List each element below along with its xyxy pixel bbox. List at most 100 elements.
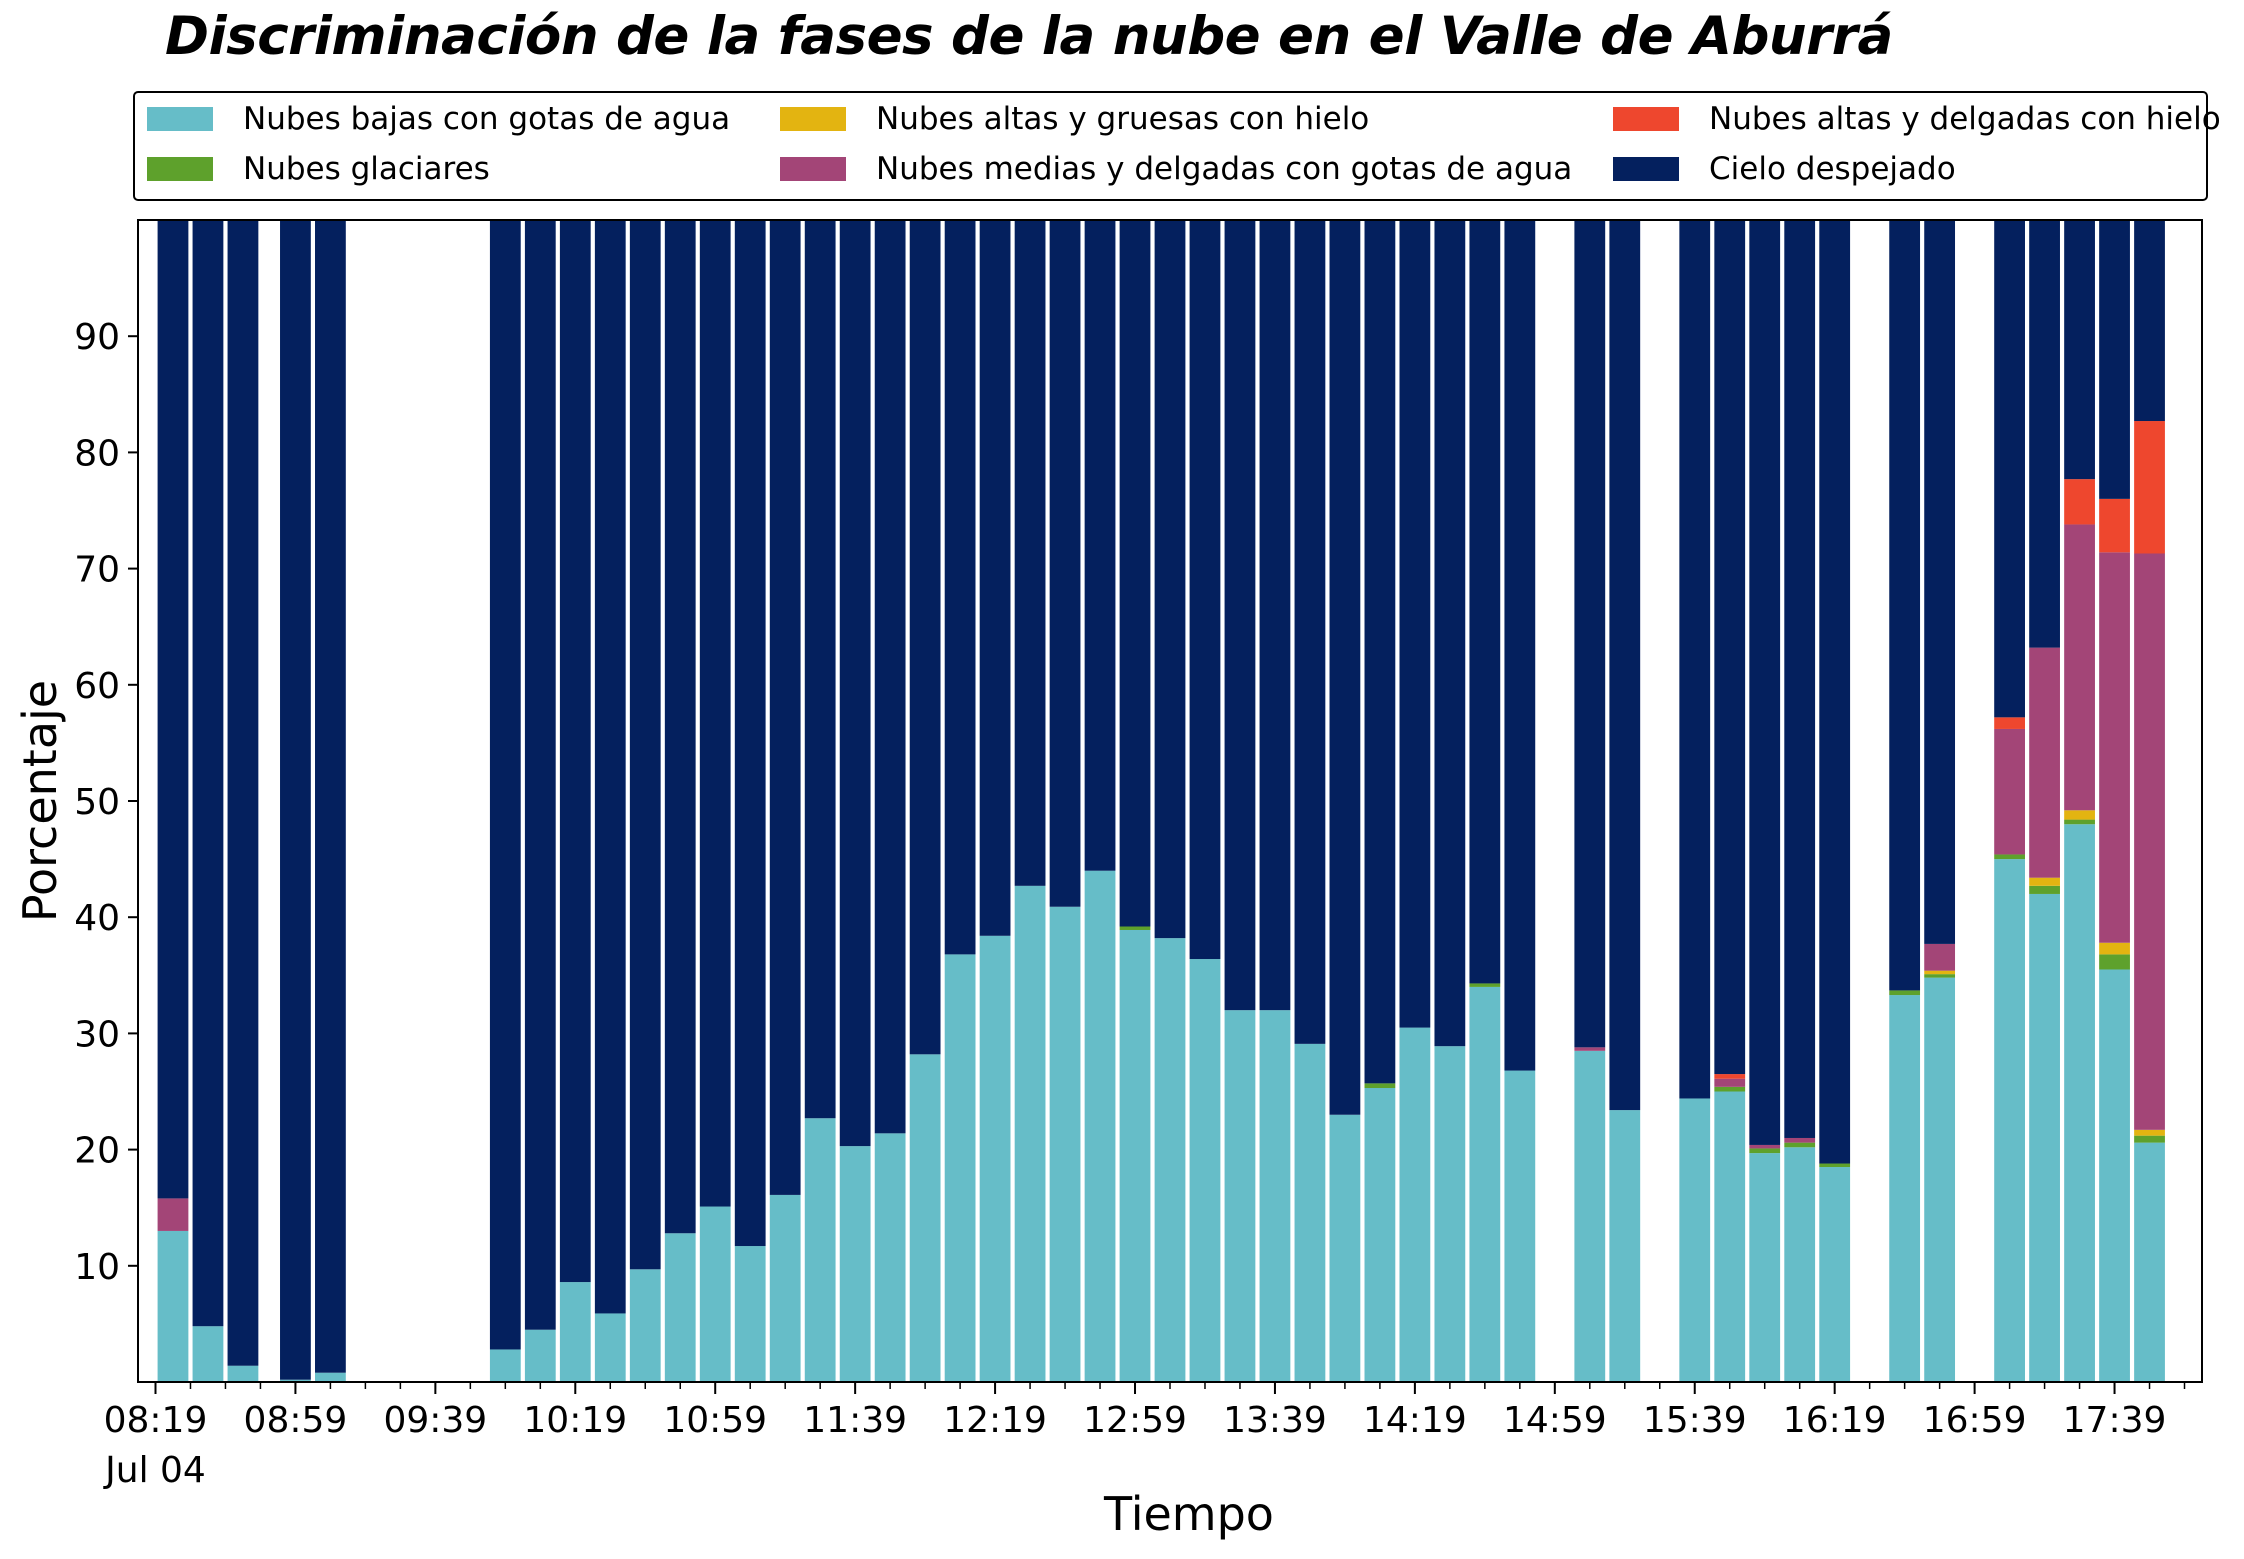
legend-item-low-water-clouds: Nubes bajas con gotas de agua [147,101,730,137]
bar-segment [2134,553,2165,1130]
bar-segment [1889,990,1921,996]
bar-segment [2029,893,2060,1382]
bar-segment [559,1282,591,1382]
bar-segment [1224,220,1256,1011]
bar-segment [280,220,311,1380]
x-tick-label: 11:39 [803,1400,907,1441]
bar-segment [1574,220,1606,1048]
bar-segment [1924,220,1956,944]
bar-segment [524,220,556,1330]
bar-segment [2064,819,2095,825]
legend-item-glacier-clouds: Nubes glaciares [147,151,490,187]
bar-segment [594,1313,626,1382]
bar-segment [157,1230,189,1382]
bar-segment [664,1233,696,1382]
bar-segment [1364,220,1396,1084]
bar-segment [944,220,976,955]
bar-segment [1364,1083,1396,1089]
bar-segment [1994,859,2025,1382]
bar-segment [1119,220,1151,927]
bar-segment [1819,1163,1851,1168]
x-tick-label: 16:59 [1923,1400,2027,1441]
y-tick-label: 40 [74,898,120,939]
x-tick-label: 10:19 [523,1400,627,1441]
bar-segment [1714,220,1746,1075]
bar-segment [839,1146,871,1382]
bar-segment [280,1379,311,1382]
bar-segment [769,1194,801,1382]
bar-segment [1819,1167,1851,1382]
x-tick-label: 12:19 [943,1400,1047,1441]
bar-segment [227,220,259,1366]
bar-segment [804,1118,836,1382]
x-tick-label: 09:39 [383,1400,487,1441]
bar-segment [1434,220,1466,1047]
bar-segment [157,1198,189,1231]
bar-segment [2099,220,2130,499]
bar-segment [315,1372,346,1382]
x-tick-label: 08:19 [104,1400,208,1441]
bar-segment [1994,728,2025,855]
legend-swatch [1613,157,1679,181]
bar-segment [1609,220,1641,1111]
bar-segment [1084,220,1116,871]
legend-label: Nubes bajas con gotas de agua [243,101,731,137]
bar-segment [1679,1098,1711,1382]
bar-segment [1784,1142,1816,1148]
x-tick-label: 14:19 [1363,1400,1467,1441]
bar-segment [629,220,661,1270]
bar-segment [1119,926,1151,930]
bar-segment [1889,220,1921,991]
bar-segment [1469,983,1501,987]
x-tick-label: 14:59 [1503,1400,1607,1441]
axes-layer: 10 20 30 40 50 60 70 80 90 08:19 08:59 09:39 10:19 10… [74,317,2186,1491]
bar-segment [2029,885,2060,894]
y-tick-label: 70 [74,550,120,591]
x-tick-label: 13:39 [1223,1400,1327,1441]
bar-segment [1679,220,1711,1099]
bar-segment [1154,938,1186,1382]
bar-segment [2134,1135,2165,1143]
bar-segment [874,1133,906,1382]
bar-segment [2029,647,2060,878]
bar-segment [1504,220,1536,1071]
y-tick-label: 90 [74,317,120,358]
x-tick-label: 10:59 [663,1400,767,1441]
bar-segment [315,220,346,1373]
bar-segment [699,220,731,1207]
bar-segment [2134,1142,2165,1382]
legend-label: Nubes altas y gruesas con hielo [876,101,1370,137]
bar-segment [1154,220,1186,939]
bar-segment [559,220,591,1283]
x-tick-label: 17:39 [2063,1400,2167,1441]
bar-segment [839,220,871,1147]
x-tick-label: 16:19 [1783,1400,1887,1441]
bar-segment [594,220,626,1314]
bar-segment [1714,1086,1746,1092]
legend-swatch [1613,107,1679,131]
bar-segment [192,220,224,1327]
legend-item-clear-sky: Cielo despejado [1613,151,1956,187]
bar-segment [734,220,766,1247]
bar-segment [629,1269,661,1382]
legend-label: Nubes altas y delgadas con hielo [1709,101,2221,137]
bar-segment [1014,220,1046,886]
bar-segment [1784,220,1816,1138]
legend-item-high-thick-ice-clouds: Nubes altas y gruesas con hielo [780,101,1369,137]
bar-segment [192,1326,224,1382]
legend-item-high-thin-ice-clouds: Nubes altas y delgadas con hielo [1613,101,2221,137]
legend-swatch [780,157,846,181]
bar-segment [979,220,1011,936]
legend-item-mid-thin-water-clouds: Nubes medias y delgadas con gotas de agu… [780,151,1572,187]
bar-segment [1784,1147,1816,1382]
bar-segment [2029,220,2060,648]
legend: Nubes bajas con gotas de agua Nubes glac… [133,91,2221,201]
bar-segment [1574,1050,1606,1382]
bar-segment [1259,1010,1291,1382]
bars-layer [157,220,2165,1382]
y-tick-label: 80 [74,433,120,474]
x-tick-label: 12:59 [1083,1400,1187,1441]
bar-segment [2099,942,2130,955]
bar-segment [1889,995,1921,1382]
legend-label: Cielo despejado [1709,151,1956,187]
